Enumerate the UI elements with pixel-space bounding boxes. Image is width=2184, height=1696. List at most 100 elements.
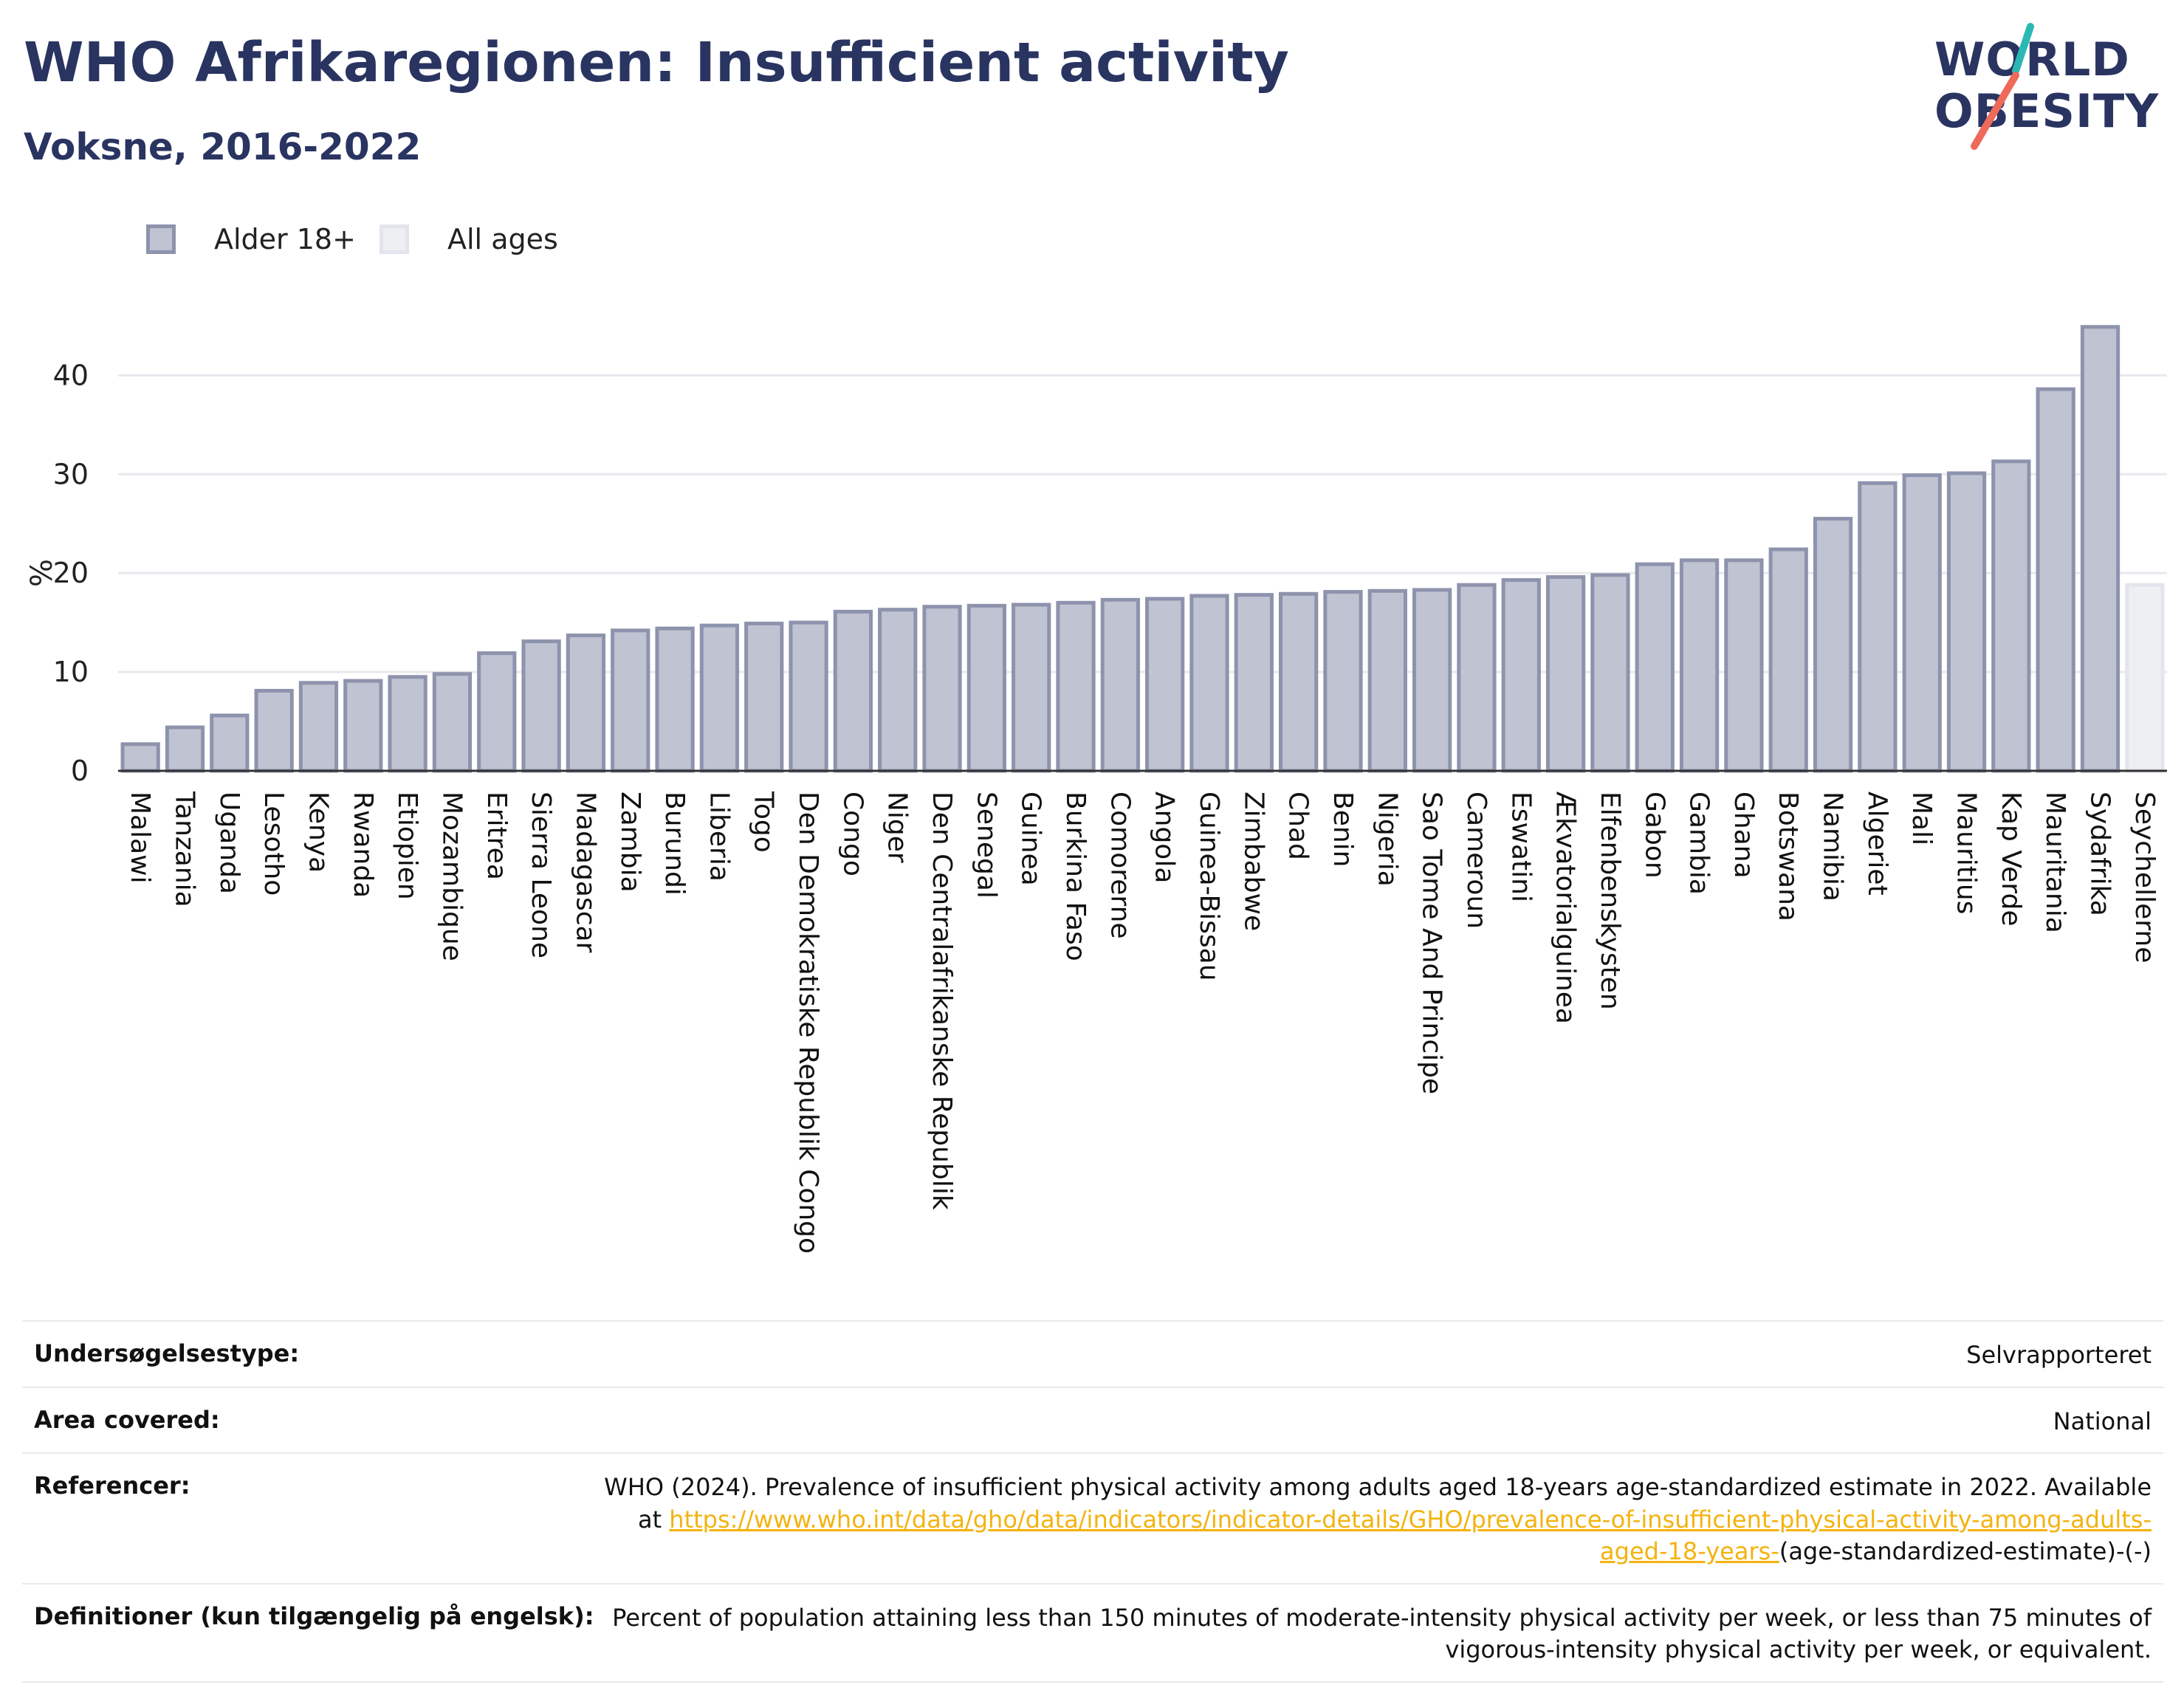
bar-29[interactable]	[1412, 588, 1452, 773]
bar-19[interactable]	[966, 603, 1006, 773]
bar-0[interactable]	[120, 742, 160, 773]
bar-27[interactable]	[1323, 590, 1363, 773]
bar-34[interactable]	[1635, 562, 1675, 773]
references-link[interactable]: https://www.who.int/data/gho/data/indica…	[669, 1505, 2152, 1566]
logo-line-2: OBESITY	[1934, 84, 2160, 138]
survey-type-value: Selvrapporteret	[1966, 1341, 2152, 1369]
x-tick-label-32: Ækvatorialguinea	[1551, 792, 1581, 1024]
x-tick-label-38: Namibia	[1818, 792, 1848, 902]
bar-41[interactable]	[1946, 471, 1987, 773]
bar-4[interactable]	[298, 681, 339, 773]
x-tick-label-39: Algeriet	[1862, 792, 1892, 896]
legend-label-all-ages: All ages	[447, 223, 558, 255]
y-tick-label-0: 0	[71, 755, 89, 787]
bar-42[interactable]	[1991, 459, 2031, 773]
area-label: Area covered:	[34, 1405, 220, 1434]
bar-13[interactable]	[699, 623, 740, 773]
bar-2[interactable]	[210, 713, 250, 773]
x-tick-label-40: Mali	[1906, 792, 1937, 845]
bar-28[interactable]	[1367, 588, 1407, 773]
y-tick-label-20: 20	[53, 557, 89, 589]
world-obesity-logo: WORLD OBESITY	[1920, 22, 2171, 162]
logo-slash-icon	[1971, 23, 2034, 150]
bar-39[interactable]	[1858, 481, 1898, 773]
bar-15[interactable]	[789, 620, 828, 773]
bar-31[interactable]	[1501, 578, 1541, 773]
bar-1[interactable]	[165, 725, 205, 773]
bar-24[interactable]	[1189, 594, 1229, 773]
x-tick-label-4: Kenya	[303, 792, 333, 873]
bar-20[interactable]	[1012, 602, 1051, 773]
x-tick-label-42: Kap Verde	[1996, 792, 2026, 926]
x-tick-label-26: Chad	[1283, 792, 1314, 860]
x-tick-label-13: Liberia	[704, 792, 734, 882]
bar-37[interactable]	[1768, 547, 1808, 773]
bar-12[interactable]	[655, 626, 695, 773]
bar-9[interactable]	[521, 639, 561, 773]
x-tick-label-23: Angola	[1150, 792, 1180, 883]
bar-chart: 0 10 20 30 40% Malawi Tanzania Uganda Lesotho Ken…	[25, 325, 2167, 1254]
bar-3[interactable]	[254, 689, 294, 773]
chart-title: WHO Afrikaregionen: Insufficient activit…	[24, 31, 1289, 95]
bar-23[interactable]	[1145, 597, 1185, 773]
x-tick-label-5: Rwanda	[348, 792, 378, 898]
bar-14[interactable]	[744, 621, 784, 773]
x-tick-label-20: Guinea	[1016, 792, 1046, 886]
x-tick-label-17: Niger	[882, 792, 913, 863]
logo-line-1: WORLD	[1934, 32, 2130, 86]
legend-label-adults: Alder 18+	[214, 223, 356, 255]
x-tick-label-27: Benin	[1328, 792, 1358, 867]
definitions-value: Percent of population attaining less tha…	[612, 1603, 2152, 1664]
x-tick-label-8: Eritrea	[481, 792, 512, 880]
legend-swatch-adults	[146, 224, 176, 254]
x-tick-label-43: Mauritania	[2040, 792, 2070, 933]
chart-subtitle: Voksne, 2016-2022	[24, 126, 422, 168]
bar-40[interactable]	[1902, 473, 1942, 773]
bar-38[interactable]	[1813, 517, 1853, 773]
bar-18[interactable]	[922, 605, 962, 773]
references-suffix: (age-standardized-estimate)-(-)	[1779, 1537, 2152, 1566]
bar-6[interactable]	[388, 675, 427, 773]
y-tick-label-30: 30	[53, 458, 89, 490]
bar-17[interactable]	[878, 608, 918, 773]
bar-26[interactable]	[1279, 591, 1319, 773]
x-tick-label-14: Togo	[749, 791, 779, 853]
bar-45[interactable]	[2125, 583, 2165, 773]
x-tick-label-18: Den Centralafrikanske Republik	[927, 792, 957, 1210]
bar-33[interactable]	[1590, 573, 1630, 773]
bar-22[interactable]	[1100, 597, 1140, 773]
x-tick-label-24: Guinea-Bissau	[1194, 792, 1224, 981]
bar-36[interactable]	[1724, 558, 1764, 773]
x-tick-label-1: Tanzania	[169, 791, 199, 907]
x-tick-label-29: Sao Tome And Principe	[1417, 792, 1447, 1094]
info-row-definitions: Definitioner (kun tilgængelig på engelsk…	[22, 1582, 2163, 1683]
x-tick-label-0: Malawi	[125, 792, 155, 884]
area-value: National	[2053, 1407, 2152, 1435]
bar-10[interactable]	[566, 634, 606, 773]
x-tick-label-37: Botswana	[1773, 792, 1803, 921]
x-tick-label-2: Uganda	[214, 792, 244, 894]
x-tick-label-10: Madagascar	[570, 792, 600, 953]
bar-44[interactable]	[2080, 325, 2121, 773]
x-tick-label-36: Ghana	[1728, 792, 1759, 879]
bar-30[interactable]	[1457, 583, 1497, 773]
x-tick-label-35: Gambia	[1684, 792, 1714, 895]
info-row-survey-type: Undersøgelsestype: Selvrapporteret	[22, 1320, 2163, 1387]
x-tick-label-44: Sydafrika	[2085, 792, 2115, 916]
bar-8[interactable]	[477, 651, 517, 773]
bar-5[interactable]	[343, 679, 383, 773]
bar-16[interactable]	[833, 609, 873, 773]
x-tick-label-6: Etiopien	[392, 792, 422, 900]
bar-11[interactable]	[611, 628, 650, 773]
bar-7[interactable]	[432, 672, 473, 773]
x-tick-label-41: Mauritius	[1951, 792, 1982, 914]
bar-25[interactable]	[1234, 593, 1274, 773]
x-tick-label-21: Burkina Faso	[1060, 792, 1091, 961]
y-tick-label-40: 40	[53, 359, 89, 391]
bar-43[interactable]	[2036, 387, 2075, 773]
bar-32[interactable]	[1545, 575, 1586, 773]
x-tick-label-7: Mozambique	[436, 792, 467, 961]
bar-21[interactable]	[1056, 600, 1096, 773]
info-row-area: Area covered: National	[22, 1386, 2163, 1453]
bar-35[interactable]	[1679, 558, 1720, 773]
